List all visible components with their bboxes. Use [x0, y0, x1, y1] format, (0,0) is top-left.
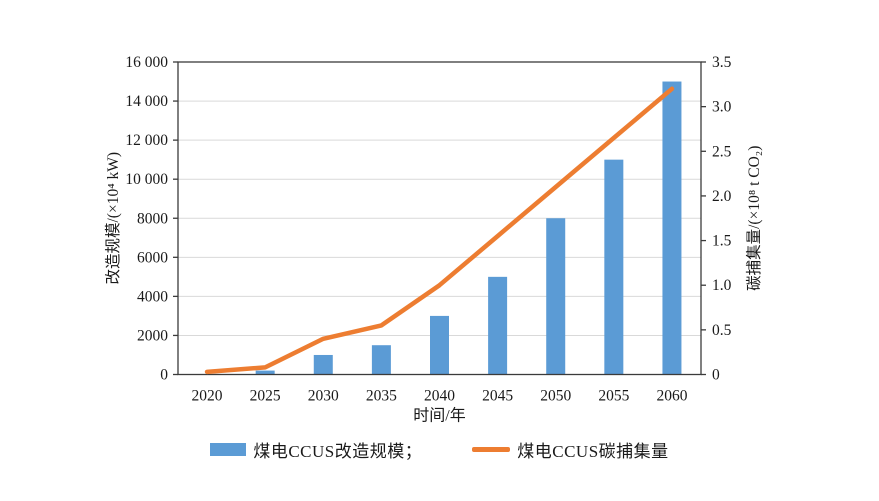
left-axis-tick-label: 0 — [160, 367, 168, 384]
x-axis-tick-label: 2030 — [308, 388, 339, 405]
left-axis-tick-label: 8000 — [137, 210, 168, 227]
x-axis-title: 时间/年 — [413, 407, 465, 425]
x-axis-tick-label: 2020 — [192, 388, 223, 405]
line-series-swatch — [472, 447, 511, 452]
x-axis-tick-label: 2055 — [598, 388, 629, 405]
bar-2055 — [604, 159, 624, 375]
right-axis-tick-label: 2.5 — [712, 143, 732, 160]
x-axis-tick-label: 2060 — [656, 388, 687, 405]
bar-2035 — [371, 345, 391, 375]
left-axis-tick-label: 14 000 — [125, 93, 168, 110]
legend-item-bar-series: 煤电CCUS改造规模； — [210, 437, 422, 462]
legend-label-bar-series: 煤电CCUS改造规模； — [253, 442, 423, 461]
right-axis-tick-label: 1.0 — [712, 277, 732, 294]
right-axis-tick-label: 0 — [712, 367, 720, 384]
right-axis-title: 碳捕集量/(×10⁸ t CO₂) — [745, 146, 763, 291]
left-axis-tick-label: 6000 — [137, 249, 168, 266]
left-axis-tick-label: 2000 — [137, 327, 168, 344]
left-axis-tick-label: 10 000 — [125, 171, 168, 188]
x-axis-tick-label: 2025 — [250, 388, 281, 405]
bar-series-swatch — [210, 443, 247, 456]
x-axis-tick-label: 2050 — [540, 388, 571, 405]
x-axis-tick-label: 2045 — [482, 388, 513, 405]
bar-2050 — [546, 218, 566, 375]
right-axis-tick-label: 0.5 — [712, 322, 732, 339]
x-axis-tick-label: 2040 — [424, 388, 455, 405]
left-axis-tick-label: 16 000 — [125, 54, 168, 71]
x-axis-tick-label: 2035 — [366, 388, 397, 405]
capture-line-series — [204, 86, 675, 375]
bar-2030 — [313, 354, 333, 375]
left-axis-tick-label: 12 000 — [125, 132, 168, 149]
left-axis-title: 改造规模/(×10⁴ kW) — [104, 152, 122, 285]
right-axis-tick-label: 1.5 — [712, 233, 732, 250]
bar-2025 — [255, 370, 275, 375]
legend-label-line-series: 煤电CCUS碳捕集量 — [517, 442, 669, 461]
right-axis-tick-label: 3.5 — [712, 54, 732, 71]
bar-2040 — [430, 315, 449, 375]
legend-item-line-series: 煤电CCUS碳捕集量 — [472, 437, 668, 462]
bar-2045 — [488, 276, 508, 375]
bar-2060 — [662, 81, 682, 375]
chart-legend: 煤电CCUS改造规模； 煤电CCUS碳捕集量 — [0, 437, 879, 462]
right-axis-tick-label: 3.0 — [712, 99, 732, 116]
left-axis-tick-label: 4000 — [137, 288, 168, 305]
right-axis-tick-label: 2.0 — [712, 188, 732, 205]
